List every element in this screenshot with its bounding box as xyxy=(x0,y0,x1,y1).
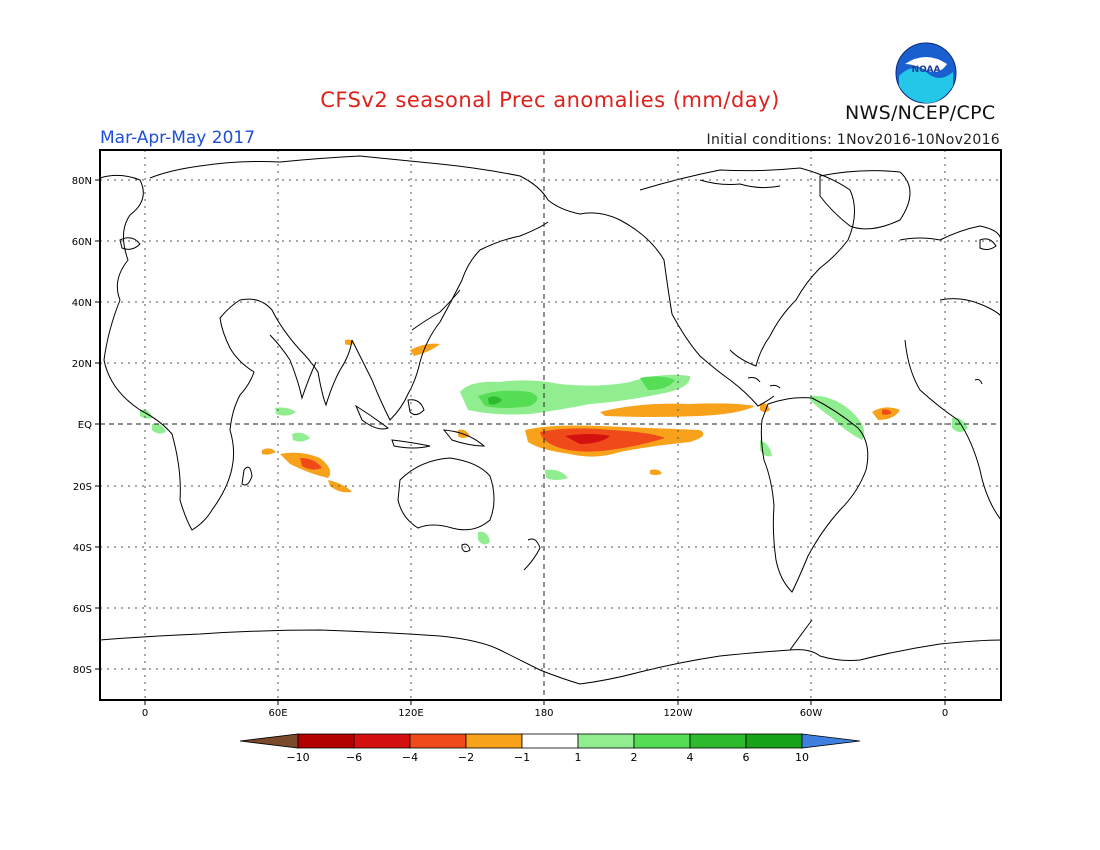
dry-anomaly-region xyxy=(262,448,276,455)
colorbar-label: 2 xyxy=(631,751,638,764)
agency-label: NWS/NCEP/CPC xyxy=(845,102,996,124)
map-title: CFSv2 seasonal Prec anomalies (mm/day) xyxy=(320,88,780,112)
dry-anomaly-region xyxy=(600,403,755,417)
wet-anomaly-region xyxy=(810,395,865,440)
initial-conditions-label: Initial conditions: 1Nov2016-10Nov2016 xyxy=(706,132,1000,148)
wet-anomaly-region xyxy=(478,531,490,545)
lat-label: EQ xyxy=(78,420,92,431)
colorbar-label: −1 xyxy=(514,751,530,764)
colorbar-arrow-low xyxy=(239,733,299,749)
lon-label: 0 xyxy=(942,708,948,719)
anomaly-shading xyxy=(140,339,968,545)
colorbar-arrow-high xyxy=(801,733,861,749)
dry-anomaly-region xyxy=(872,407,900,420)
colorbar-swatch xyxy=(689,733,747,749)
wet-anomaly-region xyxy=(952,417,968,432)
dry-anomaly-region xyxy=(540,428,665,452)
lat-label: 60N xyxy=(72,237,92,248)
wet-anomaly-region xyxy=(292,432,310,442)
lon-label: 60E xyxy=(268,708,287,719)
dry-anomaly-region xyxy=(650,469,662,475)
wet-anomaly-region xyxy=(640,376,675,390)
colorbar-legend: −10 −6 −4 −2 −1 1 2 4 6 10 xyxy=(239,733,861,764)
colorbar-label: −6 xyxy=(346,751,362,764)
dry-anomaly-region xyxy=(882,409,892,415)
wet-anomaly-region xyxy=(140,409,152,419)
lat-label: 80S xyxy=(73,665,92,676)
colorbar-label: −2 xyxy=(458,751,474,764)
noaa-logo-icon: NOAA xyxy=(895,42,957,104)
colorbar-swatch xyxy=(297,733,355,749)
wet-anomaly-region xyxy=(275,407,296,416)
colorbar-swatch xyxy=(633,733,691,749)
colorbar-swatch xyxy=(521,733,579,749)
wet-anomaly-region xyxy=(545,469,568,480)
dry-anomaly-region xyxy=(760,402,770,412)
map-frame xyxy=(99,149,1002,701)
dry-anomaly-region xyxy=(328,480,352,493)
lat-label: 60S xyxy=(73,604,92,615)
lat-label: 20N xyxy=(72,359,92,370)
wet-anomaly-region xyxy=(152,423,166,434)
lon-ticks xyxy=(144,700,946,705)
wet-anomaly-region xyxy=(760,440,772,457)
colorbar-label: −4 xyxy=(402,751,418,764)
lat-ticks xyxy=(95,179,100,670)
lon-label: 0 xyxy=(142,708,148,719)
colorbar-label: 6 xyxy=(743,751,750,764)
svg-text:NOAA: NOAA xyxy=(912,65,941,75)
wet-anomaly-region xyxy=(478,390,538,408)
dry-anomaly-region xyxy=(280,452,331,478)
colorbar-swatch xyxy=(577,733,635,749)
colorbar-swatch xyxy=(409,733,467,749)
colorbar-label: 1 xyxy=(575,751,582,764)
wet-anomaly-region xyxy=(488,396,502,405)
season-label: Mar-Apr-May 2017 xyxy=(100,128,256,148)
lon-label: 180 xyxy=(534,708,553,719)
lon-label: 60W xyxy=(800,708,823,719)
colorbar-swatch xyxy=(745,733,803,749)
dry-anomaly-region xyxy=(345,339,354,345)
dry-anomaly-region xyxy=(525,425,704,457)
lat-label: 40N xyxy=(72,298,92,309)
dry-anomaly-region xyxy=(458,429,470,438)
coastlines xyxy=(100,155,1001,685)
dry-anomaly-region xyxy=(410,343,440,356)
lat-label: 80N xyxy=(72,176,92,187)
lat-label: 20S xyxy=(73,482,92,493)
lat-label: 40S xyxy=(73,543,92,554)
lon-label: 120W xyxy=(664,708,693,719)
colorbar-swatch xyxy=(353,733,411,749)
lon-label: 120E xyxy=(398,708,423,719)
colorbar-label: 4 xyxy=(687,751,694,764)
colorbar-label: −10 xyxy=(286,751,309,764)
colorbar-swatch xyxy=(465,733,523,749)
colorbar-label: 10 xyxy=(795,751,809,764)
equator-dateline xyxy=(100,150,1001,700)
graticule xyxy=(100,150,1001,700)
dry-anomaly-region xyxy=(300,458,322,470)
dry-anomaly-region xyxy=(565,434,610,444)
wet-anomaly-region xyxy=(460,374,691,415)
